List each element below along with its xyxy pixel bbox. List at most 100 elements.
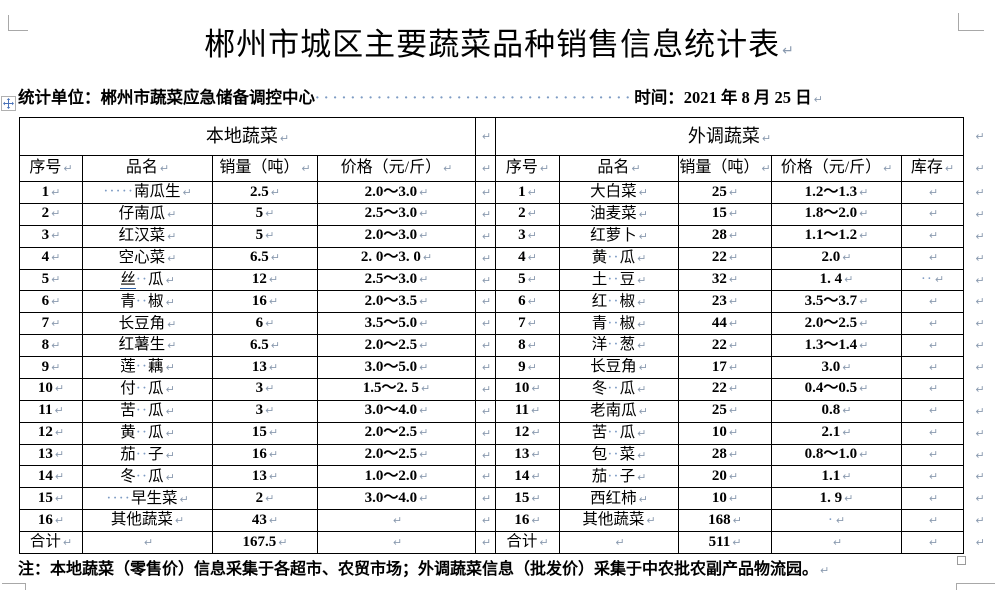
cell-price: 2.0～3.5 ↵: [316, 290, 477, 314]
cell-name: 西红柿 ↵: [559, 487, 680, 511]
cell-stock: ↵: [901, 465, 965, 489]
cell-stock: ↵: [901, 487, 965, 511]
cell-index: 16 ↵: [495, 509, 561, 532]
row-end-mark: ↵: [975, 273, 985, 287]
cell-price: 3.0～4.0 ↵: [316, 399, 477, 423]
cell-index: 4 ↵: [19, 246, 83, 270]
cell-price: 1.0～2.0 ↵: [316, 465, 477, 489]
cell-sales: 2 ↵: [212, 487, 318, 511]
cell-name: 其他蔬菜 ↵: [82, 509, 213, 532]
row-end-mark: ↵: [975, 404, 985, 418]
table-row: 6 ↵ 青··椒 ↵ 16 ↵ 2.0～3.5 ↵ ↵ 6 ↵ 红··椒 ↵ 23 ↵ 3.5～3.7 ↵ ↵ ↵: [19, 290, 995, 314]
cell-sales: 10 ↵: [678, 487, 773, 511]
cell-index: 5 ↵: [495, 268, 561, 292]
col-header-left-name: 品名 ↵: [82, 155, 213, 182]
paragraph-mark: ↵: [820, 564, 830, 577]
separator-cell: ↵: [475, 268, 497, 292]
cell-stock: ↵: [901, 202, 965, 226]
separator-cell: ↵: [475, 531, 497, 554]
cell-index: 13 ↵: [495, 443, 561, 467]
cell-price: 3.0～5.0 ↵: [316, 356, 477, 379]
separator-cell: ↵: [475, 181, 497, 204]
cell-sales: 3 ↵: [212, 377, 318, 401]
row-end-mark: ↵: [975, 186, 985, 200]
cell-name: 黄··瓜 ↵: [559, 246, 680, 270]
cell-index: 10 ↵: [19, 377, 83, 401]
cell-index: 6 ↵: [19, 290, 83, 314]
cell-price: 2.0 ↵: [771, 246, 903, 270]
cell-name: 冬··瓜 ↵: [82, 465, 213, 489]
cell-price: 2.0～2.5 ↵: [316, 334, 477, 357]
cell-price: 0.4～0.5 ↵: [771, 377, 903, 401]
col-header-right-stock: 库存 ↵: [901, 155, 965, 182]
space-marks-leader: ····································: [315, 91, 635, 106]
row-end-mark: ↵: [975, 382, 985, 396]
stat-unit-label: 统计单位：郴州市蔬菜应急储备调控中心: [18, 88, 315, 107]
cell-stock: ↵: [901, 224, 965, 248]
cell-index: 1 ↵: [19, 181, 83, 204]
cell-sales: 17 ↵: [678, 356, 773, 379]
row-end-mark: ↵: [975, 251, 985, 265]
cell-index: 13 ↵: [19, 443, 83, 467]
row-end-mark: ↵: [975, 536, 985, 550]
table-resize-handle[interactable]: [957, 556, 966, 565]
cell-sales: 25 ↵: [678, 399, 773, 423]
cell-sales: 5 ↵: [212, 202, 318, 226]
table-row: 13 ↵ 茄··子 ↵ 16 ↵ 2.0～2.5 ↵ ↵ 13 ↵ 包··菜 ↵ 28 ↵ 0.8～1.0 ↵ ↵…: [19, 443, 995, 467]
cell-price: 2.0～2.5 ↵: [316, 421, 477, 445]
col-header-right-name: 品名 ↵: [559, 155, 680, 182]
cell-sales: 44 ↵: [678, 312, 773, 336]
separator-cell: ↵: [475, 421, 497, 445]
cell-sales: 32 ↵: [678, 268, 773, 292]
cell-index: 10 ↵: [495, 377, 561, 401]
separator-cell: ↵: [475, 509, 497, 532]
row-end-mark: ↵: [975, 339, 985, 353]
row-end-mark: ↵: [975, 470, 985, 484]
cell-index: 14 ↵: [19, 465, 83, 489]
cell-index: 6 ↵: [495, 290, 561, 314]
table-row: 9 ↵ 莲··藕 ↵ 13 ↵ 3.0～5.0 ↵ ↵ 9 ↵ 长豆角 ↵ 17 ↵ 3.0 ↵ ↵ ↵: [19, 356, 995, 379]
row-end-mark: ↵: [975, 207, 985, 221]
cell-price: 3.5～5.0 ↵: [316, 312, 477, 336]
cell-index: 3 ↵: [19, 224, 83, 248]
cell-price: 2.0～2.5 ↵: [316, 443, 477, 467]
cell-price: 2.0～3.0 ↵: [316, 181, 477, 204]
separator-cell: ↵: [475, 224, 497, 248]
cell-sales: 23 ↵: [678, 290, 773, 314]
paragraph-mark: ↵: [761, 132, 772, 146]
cell-stock: ·· ↵: [901, 268, 965, 292]
cell-sales: 511 ↵: [678, 531, 773, 554]
separator-cell: ↵: [475, 399, 497, 423]
cell-name: 包··菜 ↵: [559, 443, 680, 467]
cell-stock: ↵: [901, 399, 965, 423]
cell-name: 大白菜 ↵: [559, 181, 680, 204]
cell-name: 茄··子 ↵: [82, 443, 213, 467]
page-title-text: 郴州市城区主要蔬菜品种销售信息统计表: [204, 27, 781, 62]
cell-price: 1.8～2.0 ↵: [771, 202, 903, 226]
cell-index: 15 ↵: [495, 487, 561, 511]
cell-sales: 12 ↵: [212, 268, 318, 292]
cell-price: 0.8 ↵: [771, 399, 903, 423]
cell-name: 土··豆 ↵: [559, 268, 680, 292]
cell-index: 16 ↵: [19, 509, 83, 532]
row-end-mark: ↵: [975, 361, 985, 375]
cell-sales: 28 ↵: [678, 443, 773, 467]
row-end-mark: ↵: [975, 317, 985, 331]
cell-stock: ↵: [901, 181, 965, 204]
row-end-mark: ↵: [975, 295, 985, 309]
cell-name: 莲··藕 ↵: [82, 356, 213, 379]
cell-index: 7 ↵: [495, 312, 561, 336]
footnote: 注：本地蔬菜（零售价）信息采集于各超市、农贸市场；外调蔬菜信息（批发价）采集于中…: [18, 555, 829, 579]
row-end-mark: ↵: [975, 130, 985, 144]
table-move-handle-icon[interactable]: [1, 96, 16, 111]
cell-name: 空心菜 ↵: [82, 246, 213, 270]
cell-index: 3 ↵: [495, 224, 561, 248]
cell-price: ↵: [316, 509, 477, 532]
cell-name: 长豆角 ↵: [559, 356, 680, 379]
cell-name: 红薯生 ↵: [82, 334, 213, 357]
cell-sales: 13 ↵: [212, 465, 318, 489]
cell-sales: 22 ↵: [678, 334, 773, 357]
cell-stock: ↵: [901, 531, 965, 554]
cell-index: 1 ↵: [495, 181, 561, 204]
separator-cell: ↵: [475, 202, 497, 226]
